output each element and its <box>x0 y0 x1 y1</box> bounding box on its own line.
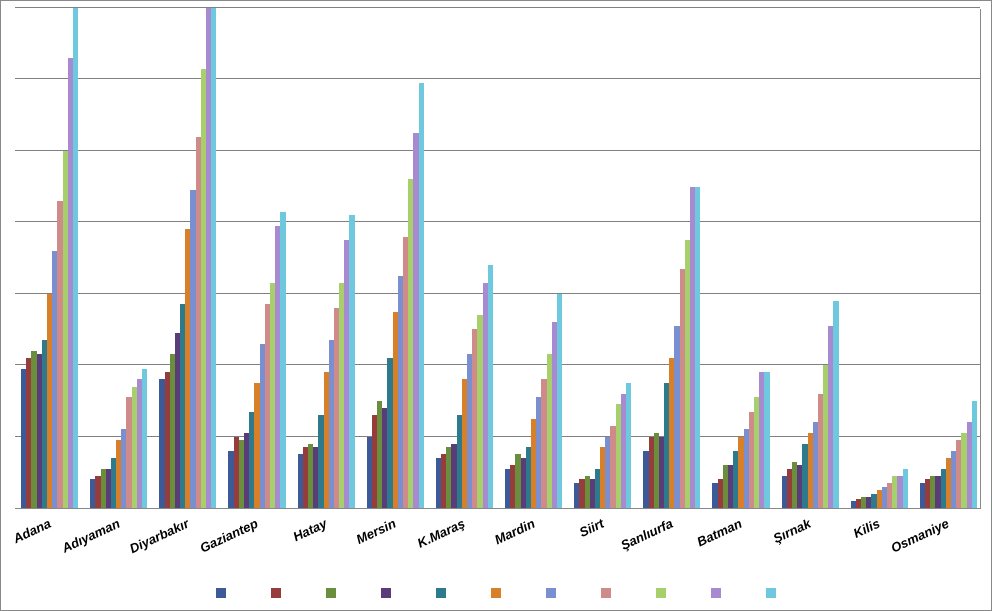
gridline <box>15 7 980 8</box>
chart-container: AdanaAdıyamanDiyarbakırGaziantepHatayMer… <box>0 0 992 611</box>
category-group <box>222 9 291 508</box>
legend-swatch <box>546 588 556 598</box>
bar <box>349 215 354 508</box>
bars-layer <box>15 9 980 508</box>
bar <box>626 383 631 508</box>
category-group <box>499 9 568 508</box>
category-group <box>84 9 153 508</box>
bar <box>557 294 562 508</box>
bar <box>280 212 285 508</box>
legend <box>1 588 991 598</box>
category-group <box>15 9 84 508</box>
legend-swatch <box>601 588 611 598</box>
category-group <box>568 9 637 508</box>
legend-swatch <box>326 588 336 598</box>
bar <box>764 372 769 508</box>
bar <box>833 301 838 508</box>
bar <box>903 469 908 508</box>
legend-swatch <box>711 588 721 598</box>
bar <box>73 8 78 508</box>
legend-swatch <box>491 588 501 598</box>
bar <box>419 83 424 508</box>
category-group <box>361 9 430 508</box>
category-group <box>845 9 914 508</box>
category-group <box>637 9 706 508</box>
bar <box>972 401 977 508</box>
legend-swatch <box>656 588 666 598</box>
legend-swatch <box>216 588 226 598</box>
bar <box>695 187 700 508</box>
legend-swatch <box>436 588 446 598</box>
category-group <box>914 9 983 508</box>
plot-area <box>15 9 981 509</box>
legend-swatch <box>381 588 391 598</box>
bar <box>211 8 216 508</box>
category-group <box>776 9 845 508</box>
category-group <box>706 9 775 508</box>
legend-swatch <box>271 588 281 598</box>
bar <box>488 265 493 508</box>
category-group <box>430 9 499 508</box>
category-group <box>292 9 361 508</box>
category-group <box>153 9 222 508</box>
bar <box>142 369 147 508</box>
legend-swatch <box>766 588 776 598</box>
